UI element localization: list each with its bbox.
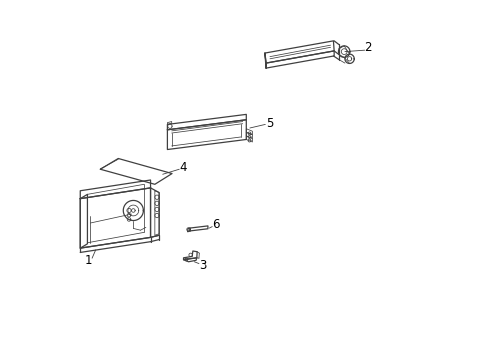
Text: 5: 5: [265, 117, 273, 130]
Text: 3: 3: [199, 259, 206, 272]
Text: 1: 1: [84, 254, 92, 267]
Text: 2: 2: [364, 41, 371, 54]
Text: 6: 6: [212, 218, 219, 231]
Text: 4: 4: [180, 161, 187, 174]
